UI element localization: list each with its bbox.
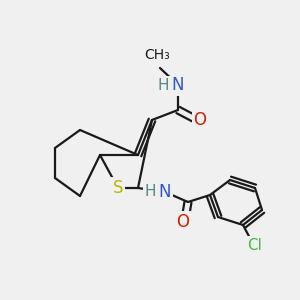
Text: Cl: Cl [248, 238, 262, 253]
Text: N: N [172, 76, 184, 94]
Text: CH₃: CH₃ [144, 48, 170, 62]
Text: H: H [144, 184, 156, 200]
Text: O: O [176, 213, 190, 231]
Text: O: O [194, 111, 206, 129]
Text: N: N [159, 183, 171, 201]
Text: H: H [157, 77, 169, 92]
Text: S: S [113, 179, 123, 197]
